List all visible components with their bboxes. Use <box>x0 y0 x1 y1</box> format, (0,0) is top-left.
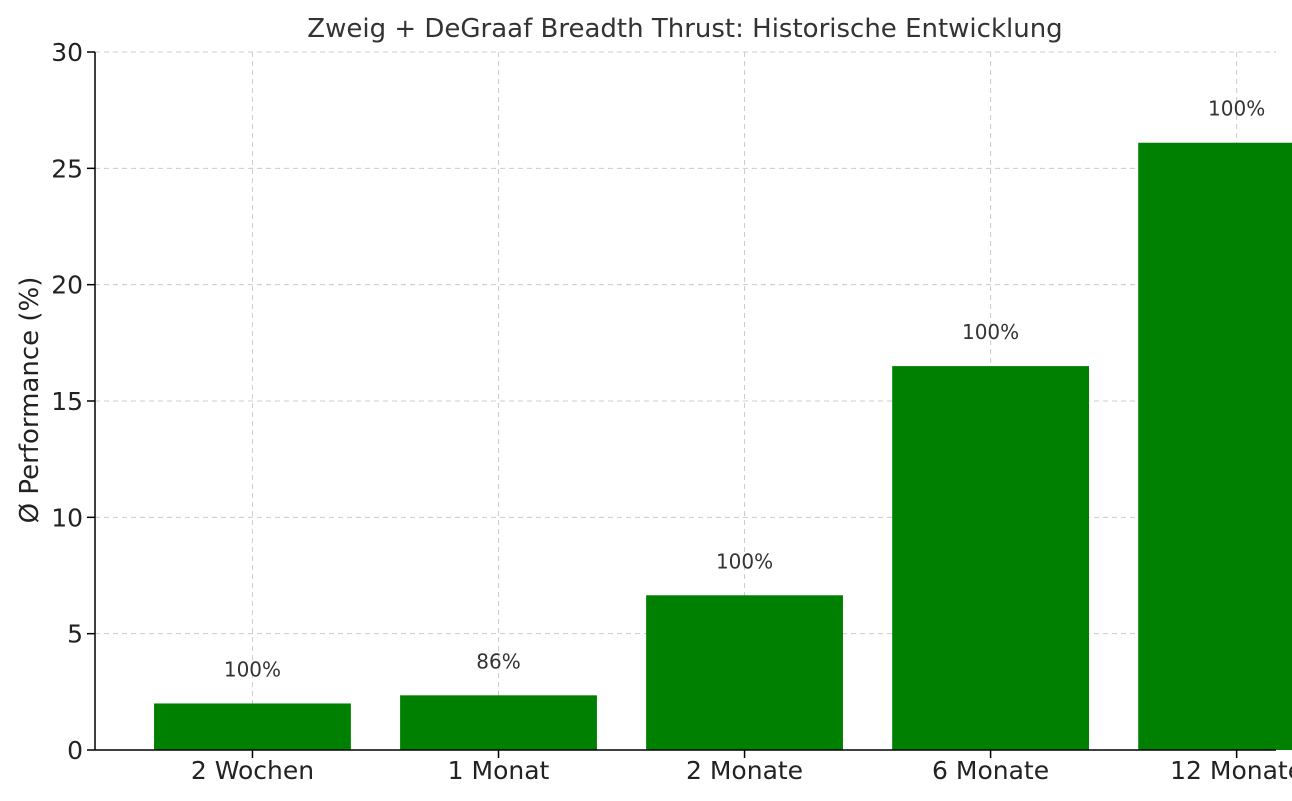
chart-title: Zweig + DeGraaf Breadth Thrust: Historis… <box>307 14 1062 44</box>
bar <box>154 703 351 750</box>
y-tick-label: 15 <box>51 387 83 416</box>
data-label: 86% <box>476 649 520 673</box>
x-tick-label: 2 Monate <box>686 756 803 785</box>
bar <box>646 595 843 750</box>
y-tick-label: 5 <box>67 620 83 649</box>
y-tick-label: 30 <box>51 38 83 67</box>
data-label: 100% <box>962 320 1019 344</box>
data-label: 100% <box>716 549 773 573</box>
x-tick-label: 2 Wochen <box>191 756 314 785</box>
y-tick-label: 10 <box>51 503 83 532</box>
y-tick-label: 20 <box>51 271 83 300</box>
y-tick-label: 25 <box>51 154 83 183</box>
x-tick-label: 1 Monat <box>448 756 550 785</box>
bar <box>400 695 597 750</box>
x-tick-label: 6 Monate <box>932 756 1049 785</box>
data-label: 100% <box>224 657 281 681</box>
bar <box>1138 142 1292 751</box>
bars-layer <box>154 142 1292 751</box>
y-tick-label: 0 <box>67 736 83 765</box>
bar <box>892 366 1090 750</box>
ticks-layer: 0 5 10 15 20 25 30 2 Wochen 1 Monat 2 Monate 6 Mon… <box>51 38 1292 785</box>
data-labels-layer: 100% 86% 100% 100% 100% <box>224 97 1265 682</box>
x-tick-label: 12 Monate <box>1170 756 1292 785</box>
data-label: 100% <box>1208 97 1265 121</box>
y-axis-label: Ø Performance (%) <box>15 277 45 524</box>
